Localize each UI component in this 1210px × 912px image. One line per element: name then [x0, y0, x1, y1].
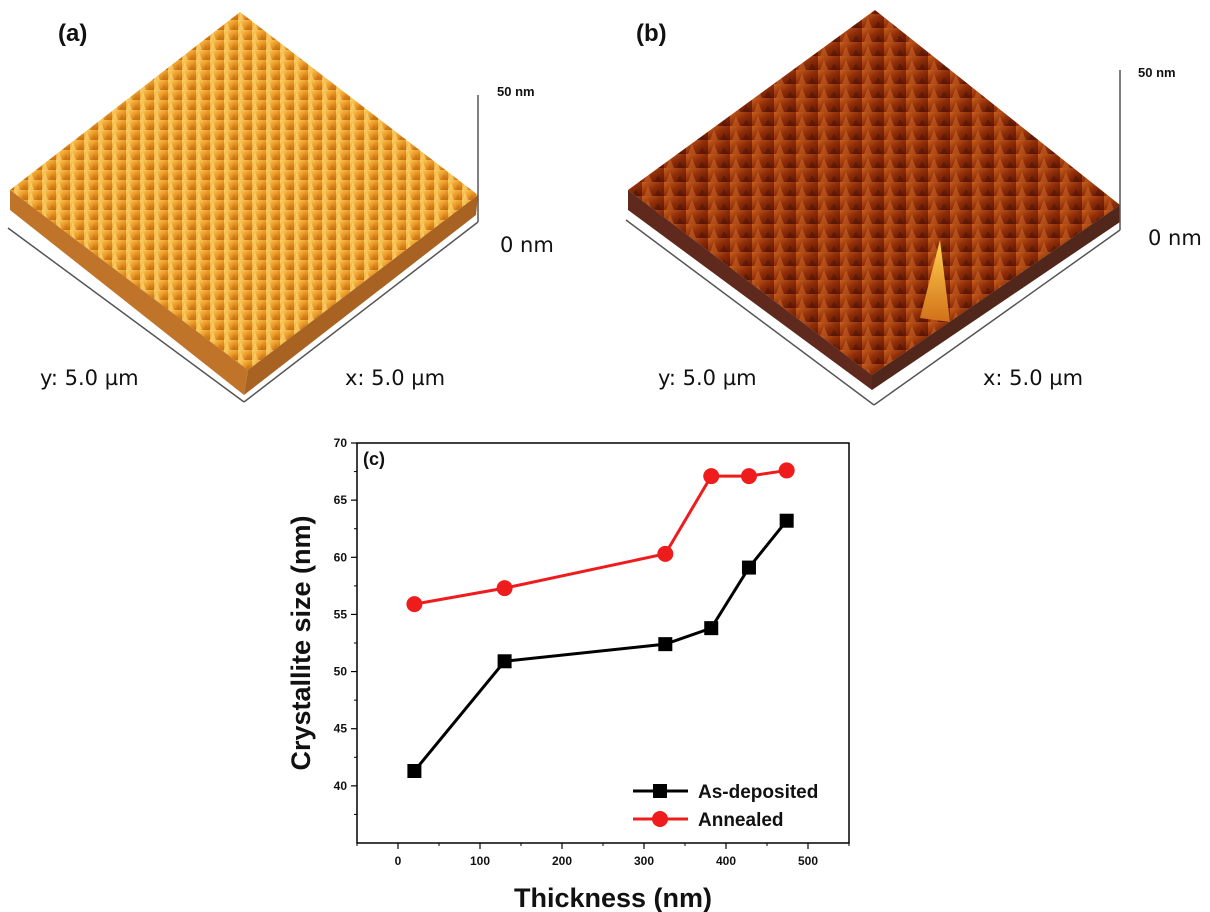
y-tick-label: 50 — [334, 665, 348, 679]
panel-a-x-extent: x: 5.0 µm — [345, 366, 446, 390]
afm-a-y-axis — [7, 227, 245, 403]
data-point-1 — [703, 468, 720, 485]
afm-surface-a-top — [10, 12, 478, 370]
data-point-0 — [497, 654, 512, 669]
data-point-0 — [704, 621, 719, 636]
panel-b-y-extent: y: 5.0 µm — [658, 366, 757, 390]
panel-b-x-extent: x: 5.0 µm — [983, 366, 1084, 390]
data-point-0 — [658, 637, 673, 652]
afm-surface-a — [7, 12, 479, 403]
x-axis-title: Thickness (nm) — [514, 883, 712, 912]
x-tick-label: 500 — [798, 854, 818, 868]
afm-surface-a-right-face — [244, 195, 478, 395]
panel-a-scale-min: 0 nm — [500, 233, 554, 257]
afm-surface-a-left-face — [10, 190, 248, 395]
data-point-0 — [741, 560, 756, 575]
afm-surface-b-left-face — [628, 190, 872, 390]
panel-a-scale-max: 50 nm — [497, 84, 535, 99]
y-tick-label: 55 — [334, 607, 348, 621]
data-point-1 — [778, 462, 795, 479]
afm-surface-b-right-face — [872, 205, 1120, 390]
legend-marker-1 — [652, 811, 668, 827]
data-point-1 — [657, 545, 674, 562]
x-tick-label: 200 — [552, 854, 572, 868]
series-line-1 — [414, 468, 787, 606]
x-tick-label: 400 — [716, 854, 736, 868]
legend-label-1: Annealed — [698, 810, 784, 831]
afm-b-x-axis — [873, 229, 1121, 406]
y-tick-label: 60 — [334, 550, 348, 564]
legend-label-0: As-deposited — [698, 782, 818, 803]
series-line-0 — [413, 519, 788, 772]
x-tick-label: 0 — [395, 854, 402, 868]
data-point-0 — [407, 764, 422, 778]
data-point-1 — [740, 468, 757, 485]
data-point-1 — [496, 580, 513, 597]
y-axis-title: Crystallite size (nm) — [286, 515, 316, 770]
legend-marker-0 — [653, 784, 667, 798]
y-tick-label: 45 — [334, 722, 348, 736]
afm-surface-b — [625, 10, 1121, 406]
y-tick-label: 40 — [334, 779, 348, 793]
panel-b-scale-min: 0 nm — [1148, 226, 1202, 250]
chart-panel-label: (c) — [363, 449, 385, 469]
x-tick-label: 300 — [634, 854, 654, 868]
crystallite-size-chart: 0 100 200 300 400 500 40 45 50 55 60 65 70 Thickness … — [286, 436, 850, 912]
afm-a-x-axis — [243, 221, 479, 403]
y-tick-label: 70 — [334, 436, 348, 450]
panel-a-y-extent: y: 5.0 µm — [40, 366, 139, 390]
afm-surface-b-spike — [920, 240, 950, 322]
y-tick-label: 65 — [334, 493, 348, 507]
x-tick-label: 100 — [470, 854, 490, 868]
data-point-0 — [779, 513, 794, 528]
data-point-1 — [406, 596, 423, 613]
panel-b-scale-max: 50 nm — [1138, 65, 1176, 80]
panel-b-label: (b) — [636, 20, 667, 47]
panel-a-label: (a) — [58, 20, 88, 47]
afm-surface-b-top — [628, 10, 1120, 375]
afm-b-y-axis — [625, 219, 875, 406]
